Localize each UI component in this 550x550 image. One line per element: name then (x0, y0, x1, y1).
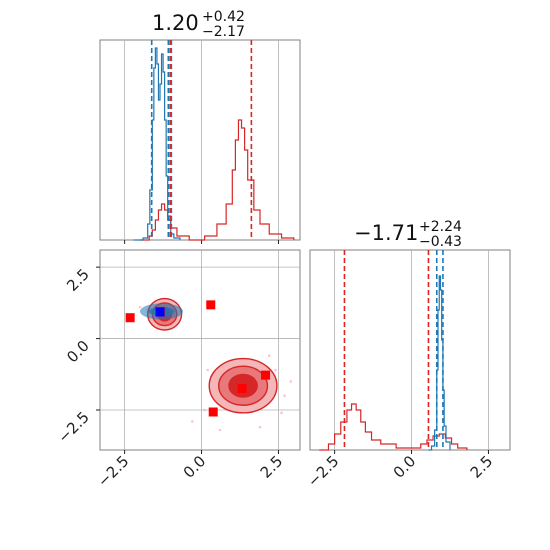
hist-param2-panel: −2.5 0.0 2.5 (304, 249, 511, 491)
hist-param2-frame (309, 249, 511, 451)
title-param2-median: −1.71 (354, 221, 418, 245)
faint-sample-2 (289, 380, 293, 383)
title-param2-upper: +2.24 (419, 219, 462, 235)
faint-sample-6 (218, 428, 222, 432)
joint-grid (100, 250, 300, 450)
x-tick-label-1: 0.0 (390, 452, 420, 482)
hist-param1-panel (99, 39, 301, 244)
x-tick-label-0: −2.5 (304, 452, 342, 490)
faint-sample-1 (274, 368, 277, 372)
hist-param2-grid (334, 250, 489, 450)
joint-frame (99, 249, 301, 451)
marker-red-3 (261, 370, 271, 380)
marker-blue (155, 307, 165, 317)
marker-red-2 (206, 300, 216, 310)
x-tick-label-0: −2.5 (94, 452, 132, 490)
faint-sample-5 (191, 420, 194, 423)
joint-markers (125, 300, 271, 417)
title-param1-upper: +0.42 (202, 9, 245, 25)
marker-red-4 (237, 384, 247, 394)
y-tick-label-2: 2.5 (63, 265, 93, 295)
faint-sample-3 (283, 394, 286, 398)
faint-sample-12 (267, 354, 271, 358)
hist-param1-quantiles (150, 40, 253, 240)
y-tick-label-0: −2.5 (54, 408, 92, 446)
x-tick-label-2: 2.5 (257, 452, 287, 482)
marker-red-5 (208, 407, 218, 417)
faint-sample-4 (203, 408, 206, 412)
hist-param2-red-series (319, 403, 468, 451)
hist-param1-grid (124, 40, 279, 244)
faint-sample-11 (206, 368, 209, 372)
faint-sample-8 (280, 411, 283, 415)
title-param1-median: 1.20 (152, 11, 199, 35)
title-param2: −1.71 (354, 221, 418, 245)
hist-param1-red-series (140, 119, 295, 241)
hist-param2-series (319, 275, 468, 451)
hist-param1-series (133, 47, 295, 241)
x-tick-label-1: 0.0 (180, 452, 210, 482)
marker-red-0 (125, 313, 135, 323)
hist-param1-frame (99, 39, 301, 241)
y-tick-label-1: 0.0 (63, 337, 93, 367)
hist-param2-quantiles (343, 250, 444, 450)
hist-param1-blue-series (133, 47, 181, 241)
hist-param2-ticks: −2.5 0.0 2.5 (304, 450, 496, 491)
title-param1-lower: −2.17 (202, 24, 245, 40)
title-param1: 1.20 (152, 11, 199, 35)
title-param2-lower: −0.43 (419, 234, 462, 250)
x-tick-label-2: 2.5 (467, 452, 497, 482)
joint-panel: −2.5−2.5 0.0 0.0 2.5 2.5 (54, 249, 301, 491)
faint-sample-10 (138, 305, 142, 309)
hist-param2-blue-series (428, 275, 451, 451)
faint-sample-7 (258, 425, 262, 429)
